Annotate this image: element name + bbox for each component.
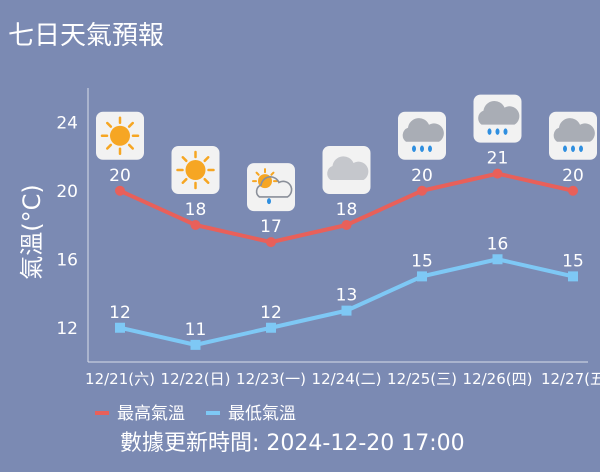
sun-ray xyxy=(181,156,188,163)
data-label: 18 xyxy=(185,200,207,220)
y-axis-label: 氣溫(°C) xyxy=(18,184,46,279)
x-tick-label: 12/25(三) xyxy=(387,370,457,388)
data-point xyxy=(417,271,427,282)
data-point xyxy=(190,339,201,350)
data-point xyxy=(568,185,578,196)
cloud-shape xyxy=(402,118,444,142)
data-label: 13 xyxy=(336,286,358,306)
data-label: 11 xyxy=(185,320,207,340)
series-layer: 20 18 17 18 20 21 20 12 11 12 13 15 16 15 xyxy=(109,149,584,350)
cloud-shape xyxy=(255,176,293,198)
cloud-rain-icon xyxy=(549,111,597,160)
x-tick-label: 12/24(二) xyxy=(312,370,382,388)
data-point xyxy=(115,185,125,196)
sun-ray xyxy=(106,143,113,150)
x-ticks: 12/21(六) 12/22(日) 12/23(一) 12/24(二) 12/25(三)… xyxy=(85,370,600,388)
data-label: 12 xyxy=(260,303,282,323)
data-label: 20 xyxy=(411,166,433,186)
data-point xyxy=(568,271,578,282)
cloud-rain-icon xyxy=(398,111,446,160)
chart-title: 七日天氣預報 xyxy=(8,21,164,51)
cloud-shape xyxy=(553,118,595,142)
data-point xyxy=(115,322,125,333)
sun-ray xyxy=(203,156,210,163)
sun-disc xyxy=(110,125,130,146)
x-tick-label: 12/23(一) xyxy=(236,370,306,388)
data-label: 12 xyxy=(109,303,131,323)
data-label: 20 xyxy=(109,166,131,186)
rain-drop xyxy=(428,145,432,152)
legend-label: 最低氣溫 xyxy=(228,404,296,424)
cloud-rain-icon xyxy=(473,94,522,143)
data-point xyxy=(341,220,352,230)
rain-drop xyxy=(412,145,416,152)
rain-drop xyxy=(571,145,575,152)
rain-drop xyxy=(503,128,508,135)
y-ticks: 12 16 20 24 xyxy=(56,113,78,339)
data-point xyxy=(190,220,201,230)
rain-drop xyxy=(487,128,492,135)
axes xyxy=(87,88,588,363)
rain-drop xyxy=(563,145,567,152)
data-label: 18 xyxy=(336,200,358,220)
sun-ray xyxy=(127,121,134,128)
data-point xyxy=(266,322,276,333)
x-tick-label: 12/22(日) xyxy=(161,370,231,388)
rain-drop xyxy=(579,145,583,152)
sun-ray xyxy=(255,171,260,176)
partly-cloudy-rain-icon xyxy=(247,163,295,212)
cloud-icon xyxy=(322,146,371,194)
sun-ray xyxy=(181,177,188,184)
y-tick-label: 12 xyxy=(56,319,78,339)
rain-drop xyxy=(267,198,271,205)
update-time: 數據更新時間: 2024-12-20 17:00 xyxy=(120,431,465,456)
icon-tile xyxy=(247,163,295,212)
sun-ray xyxy=(270,171,275,176)
sun-icon xyxy=(171,146,220,194)
data-point xyxy=(417,185,427,196)
rain-drop xyxy=(495,128,500,135)
data-point xyxy=(492,254,503,265)
cloud-shape xyxy=(478,101,520,125)
data-point xyxy=(492,168,503,179)
data-label: 17 xyxy=(260,217,282,237)
legend: 最高氣溫 最低氣溫 xyxy=(95,404,296,424)
sun-ray xyxy=(203,177,210,184)
y-tick-label: 16 xyxy=(56,250,78,270)
data-label: 15 xyxy=(411,251,433,271)
sun-icon xyxy=(96,111,144,160)
rain-drop xyxy=(420,145,424,152)
x-tick-label: 12/26(四) xyxy=(463,370,533,388)
y-tick-label: 24 xyxy=(56,113,78,133)
data-label: 15 xyxy=(562,251,584,271)
data-point xyxy=(266,237,276,248)
x-tick-label: 12/21(六) xyxy=(85,370,155,388)
data-point xyxy=(341,305,352,316)
data-label: 21 xyxy=(487,149,509,169)
sun-ray xyxy=(106,121,113,128)
sun-disc xyxy=(185,160,206,180)
cloud-shape xyxy=(327,156,369,180)
data-label: 16 xyxy=(487,234,509,254)
x-tick-label: 12/27(五 xyxy=(541,370,600,388)
data-label: 20 xyxy=(562,166,584,186)
y-tick-label: 20 xyxy=(56,182,78,202)
sun-ray xyxy=(127,143,134,150)
legend-label: 最高氣溫 xyxy=(117,404,185,424)
weather-icons xyxy=(96,94,597,212)
